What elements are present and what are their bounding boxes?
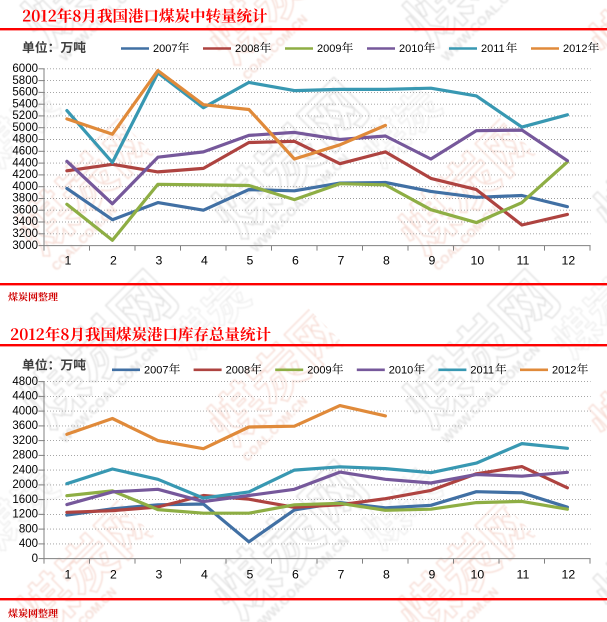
svg-text:8: 8 (383, 254, 390, 268)
svg-text:11: 11 (517, 568, 530, 582)
svg-text:2010: 2010 (399, 43, 423, 55)
svg-text:1: 1 (64, 254, 71, 268)
svg-text:5400: 5400 (12, 98, 38, 110)
svg-text:3200: 3200 (12, 435, 38, 447)
svg-text:3800: 3800 (12, 193, 38, 205)
svg-text:4800: 4800 (12, 376, 38, 388)
svg-text:3600: 3600 (12, 420, 38, 432)
svg-text:2: 2 (110, 568, 117, 582)
svg-text:8: 8 (383, 568, 390, 582)
svg-text:2008: 2008 (235, 43, 259, 55)
svg-text:2011: 2011 (481, 43, 505, 55)
svg-text:2012: 2012 (563, 43, 587, 55)
svg-text:5600: 5600 (12, 87, 38, 99)
svg-text:4000: 4000 (12, 405, 38, 417)
svg-text:5: 5 (246, 568, 253, 582)
svg-text:2400: 2400 (12, 464, 38, 476)
svg-text:11: 11 (517, 254, 530, 268)
svg-text:3: 3 (155, 568, 162, 582)
svg-text:2010: 2010 (389, 364, 413, 376)
svg-text:6000: 6000 (12, 63, 38, 75)
svg-text:9: 9 (428, 568, 435, 582)
svg-text:2800: 2800 (12, 450, 38, 462)
svg-text:2000: 2000 (12, 479, 38, 491)
svg-text:4000: 4000 (12, 181, 38, 193)
svg-text:12: 12 (562, 254, 576, 268)
svg-text:6: 6 (292, 568, 299, 582)
svg-text:2009: 2009 (307, 364, 331, 376)
svg-text:3200: 3200 (12, 228, 38, 240)
svg-text:1200: 1200 (12, 509, 38, 521)
svg-text:400: 400 (19, 538, 38, 550)
svg-text:2: 2 (110, 254, 117, 268)
svg-text:4: 4 (201, 254, 208, 268)
svg-text:12: 12 (562, 568, 576, 582)
svg-text:2011: 2011 (470, 364, 494, 376)
svg-text:4: 4 (201, 568, 208, 582)
svg-text:3400: 3400 (12, 216, 38, 228)
svg-text:1600: 1600 (12, 494, 38, 506)
svg-text:4600: 4600 (12, 146, 38, 158)
svg-text:5200: 5200 (12, 110, 38, 122)
svg-text:2007: 2007 (153, 43, 177, 55)
svg-text:4200: 4200 (12, 169, 38, 181)
svg-text:10: 10 (471, 254, 485, 268)
svg-text:7: 7 (337, 254, 344, 268)
svg-text:3000: 3000 (12, 240, 38, 252)
svg-text:1: 1 (64, 568, 71, 582)
svg-text:3600: 3600 (12, 204, 38, 216)
svg-text:6: 6 (292, 254, 299, 268)
svg-text:4800: 4800 (12, 134, 38, 146)
svg-text:7: 7 (337, 568, 344, 582)
svg-text:2008: 2008 (226, 364, 250, 376)
svg-text:0: 0 (32, 553, 38, 565)
svg-text:10: 10 (471, 568, 485, 582)
svg-text:2009: 2009 (317, 43, 341, 55)
svg-text:4400: 4400 (12, 157, 38, 169)
svg-text:2012: 2012 (552, 364, 576, 376)
svg-text:5800: 5800 (12, 75, 38, 87)
svg-text:800: 800 (19, 523, 38, 535)
svg-text:2007: 2007 (144, 364, 168, 376)
svg-text:4400: 4400 (12, 391, 38, 403)
svg-text:3: 3 (155, 254, 162, 268)
svg-text:5000: 5000 (12, 122, 38, 134)
svg-text:9: 9 (428, 254, 435, 268)
svg-text:5: 5 (246, 254, 253, 268)
